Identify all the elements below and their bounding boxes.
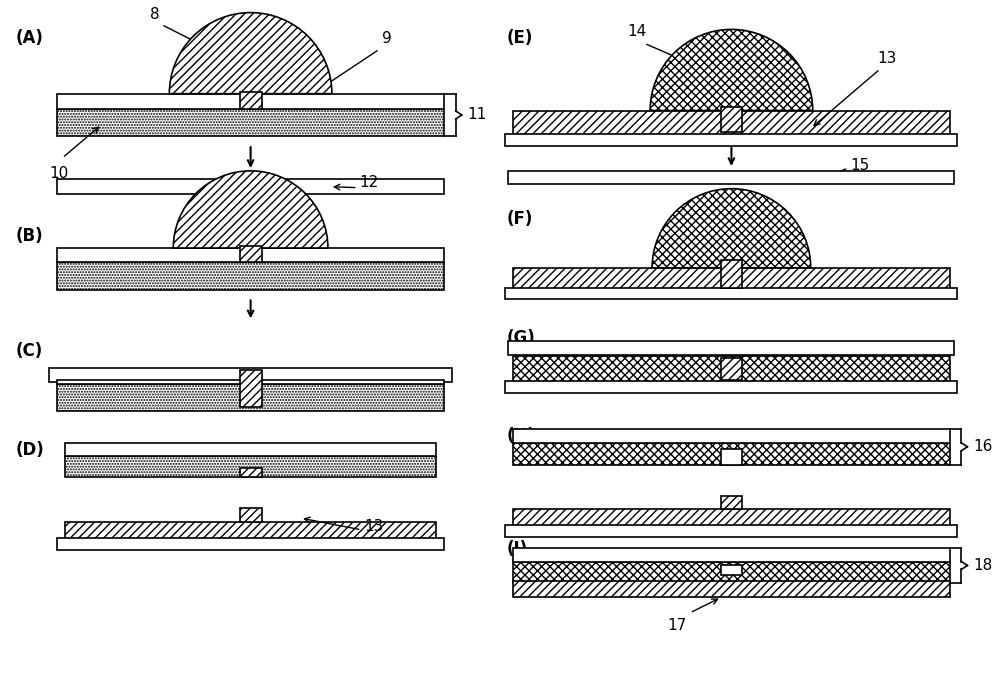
Text: (D): (D) [16, 441, 44, 459]
Bar [49, 367, 452, 382]
Bar [513, 429, 950, 443]
Text: (I): (I) [506, 540, 528, 558]
Wedge shape [650, 29, 813, 111]
Text: 13: 13 [877, 51, 897, 66]
Text: 16: 16 [973, 439, 993, 454]
Bar [65, 522, 436, 540]
Bar [57, 94, 444, 109]
Bar [513, 443, 950, 464]
Text: 12: 12 [360, 175, 379, 190]
Bar [505, 135, 957, 146]
Bar [508, 341, 954, 354]
Bar [721, 449, 742, 464]
Bar [513, 111, 950, 136]
Text: (B): (B) [16, 227, 43, 245]
Bar [721, 358, 742, 380]
Bar [513, 268, 950, 290]
Text: 14: 14 [628, 25, 647, 40]
Text: (H): (H) [506, 427, 535, 445]
Bar [505, 380, 957, 393]
Text: 17: 17 [667, 618, 687, 633]
Bar [721, 260, 742, 288]
Bar [240, 468, 262, 477]
Text: 15: 15 [850, 158, 870, 173]
Bar [508, 171, 954, 184]
Bar [721, 107, 742, 133]
Bar [513, 561, 950, 583]
Text: 18: 18 [973, 558, 993, 573]
Text: (G): (G) [506, 329, 535, 347]
Bar [57, 248, 444, 262]
Bar [65, 456, 436, 477]
Bar [57, 380, 444, 383]
Text: 13: 13 [365, 519, 384, 534]
Bar [65, 443, 436, 456]
Bar [57, 262, 444, 290]
Bar [57, 538, 444, 550]
Bar [513, 581, 950, 597]
Text: 10: 10 [50, 166, 69, 181]
Wedge shape [652, 189, 811, 268]
Bar [240, 508, 262, 522]
Text: 11: 11 [468, 107, 487, 122]
Text: (E): (E) [506, 29, 533, 47]
Text: 9: 9 [382, 31, 391, 46]
Bar [721, 566, 742, 575]
Text: (A): (A) [16, 29, 44, 47]
Bar [513, 509, 950, 527]
Bar [513, 548, 950, 561]
Text: (C): (C) [16, 342, 43, 360]
Bar [240, 370, 262, 407]
Bar [721, 497, 742, 509]
Bar [57, 109, 444, 136]
Text: 8: 8 [150, 7, 159, 21]
Bar [57, 179, 444, 193]
Bar [57, 383, 444, 411]
Bar [240, 246, 262, 262]
Bar [505, 525, 957, 537]
Bar [513, 356, 950, 383]
Wedge shape [169, 12, 332, 94]
Bar [505, 288, 957, 299]
Bar [240, 92, 262, 109]
Text: (F): (F) [506, 210, 533, 228]
Wedge shape [173, 171, 328, 248]
